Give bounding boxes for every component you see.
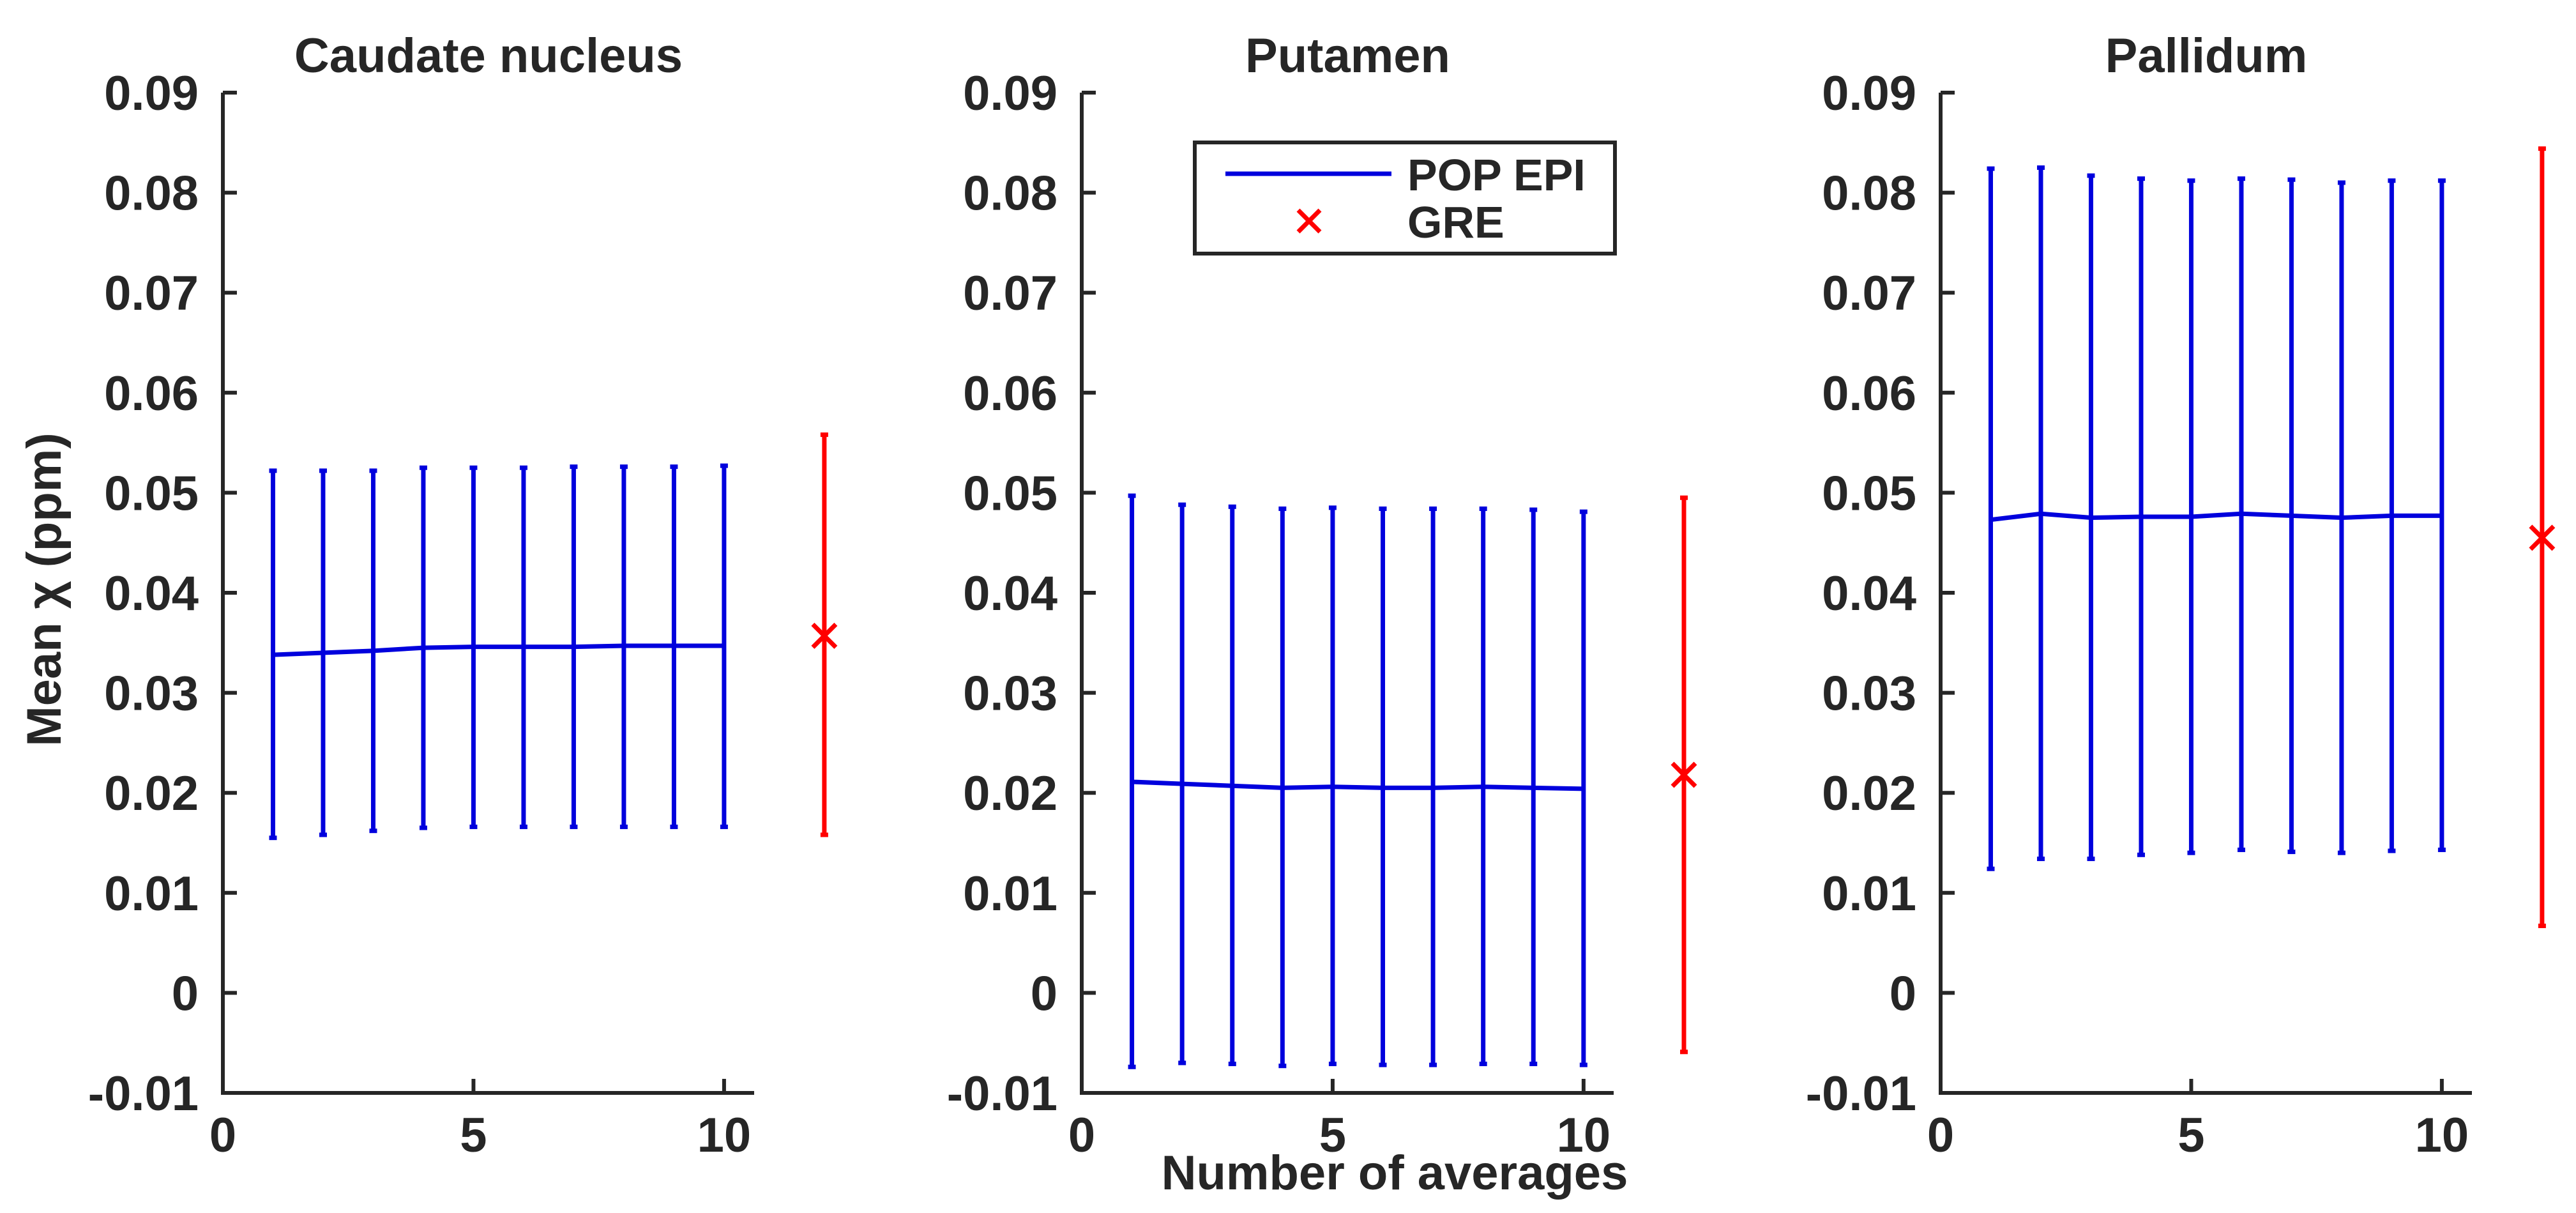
legend-gre-label: GRE bbox=[1407, 197, 1504, 247]
legend: POP EPI GRE bbox=[1195, 142, 1615, 254]
y-tick-label: 0.03 bbox=[104, 667, 199, 721]
y-tick-label: 0.03 bbox=[963, 667, 1057, 721]
panel-1: Caudate nucleus-0.0100.010.020.030.040.0… bbox=[88, 29, 836, 1163]
y-tick-label: 0.05 bbox=[963, 466, 1057, 521]
y-tick-label: 0.03 bbox=[1822, 667, 1916, 721]
panel-title: Putamen bbox=[1245, 29, 1450, 83]
series-gre bbox=[2531, 149, 2554, 926]
y-tick-label: -0.01 bbox=[947, 1067, 1057, 1121]
y-tick-label: 0.01 bbox=[1822, 867, 1916, 921]
y-tick-label: 0.08 bbox=[1822, 167, 1916, 221]
y-tick-label: 0 bbox=[1890, 966, 1916, 1021]
legend-epi-label: POP EPI bbox=[1407, 150, 1586, 200]
y-tick-label: -0.01 bbox=[1806, 1067, 1916, 1121]
series-gre bbox=[1672, 498, 1695, 1052]
y-tick-label: 0.06 bbox=[104, 367, 199, 421]
y-tick-label: 0.05 bbox=[1822, 466, 1916, 521]
x-axis-label: Number of averages bbox=[1162, 1146, 1628, 1200]
y-tick-label: 0.07 bbox=[963, 266, 1057, 321]
series-pop-epi bbox=[269, 466, 727, 838]
y-tick-label: 0 bbox=[172, 966, 199, 1021]
y-tick-label: 0 bbox=[1031, 966, 1057, 1021]
y-tick-label: 0.09 bbox=[963, 66, 1057, 121]
series-line bbox=[1990, 514, 2441, 519]
y-axis-label: Mean χ (ppm) bbox=[17, 432, 72, 746]
y-tick-label: 0.06 bbox=[963, 367, 1057, 421]
y-tick-label: 0.05 bbox=[104, 466, 199, 521]
x-tick-label: 0 bbox=[1068, 1108, 1095, 1163]
panel-3: Pallidum-0.0100.010.020.030.040.050.060.… bbox=[1806, 29, 2554, 1163]
y-tick-label: 0.08 bbox=[963, 167, 1057, 221]
y-tick-label: 0.04 bbox=[1822, 567, 1916, 621]
y-tick-label: -0.01 bbox=[88, 1067, 199, 1121]
y-tick-label: 0.07 bbox=[104, 266, 199, 321]
panel-title: Pallidum bbox=[2105, 29, 2308, 83]
x-tick-label: 0 bbox=[1927, 1108, 1954, 1163]
y-tick-label: 0.02 bbox=[963, 767, 1057, 821]
y-tick-label: 0.04 bbox=[963, 567, 1057, 621]
y-tick-label: 0.04 bbox=[104, 567, 199, 621]
y-tick-label: 0.02 bbox=[1822, 767, 1916, 821]
x-tick-label: 5 bbox=[2178, 1108, 2204, 1163]
y-tick-label: 0.02 bbox=[104, 767, 199, 821]
series-line bbox=[1132, 782, 1584, 789]
y-tick-label: 0.09 bbox=[104, 66, 199, 121]
y-tick-label: 0.01 bbox=[104, 867, 199, 921]
y-tick-label: 0.06 bbox=[1822, 367, 1916, 421]
series-pop-epi bbox=[1128, 496, 1587, 1067]
x-tick-label: 5 bbox=[460, 1108, 487, 1163]
series-pop-epi bbox=[1987, 167, 2445, 869]
x-tick-label: 10 bbox=[697, 1108, 752, 1163]
y-tick-label: 0.07 bbox=[1822, 266, 1916, 321]
panel-title: Caudate nucleus bbox=[294, 29, 683, 83]
y-tick-label: 0.09 bbox=[1822, 66, 1916, 121]
y-tick-label: 0.01 bbox=[963, 867, 1057, 921]
series-line bbox=[273, 646, 724, 655]
y-tick-label: 0.08 bbox=[104, 167, 199, 221]
x-tick-label: 0 bbox=[209, 1108, 236, 1163]
x-tick-label: 10 bbox=[2415, 1108, 2469, 1163]
series-gre bbox=[813, 435, 836, 835]
